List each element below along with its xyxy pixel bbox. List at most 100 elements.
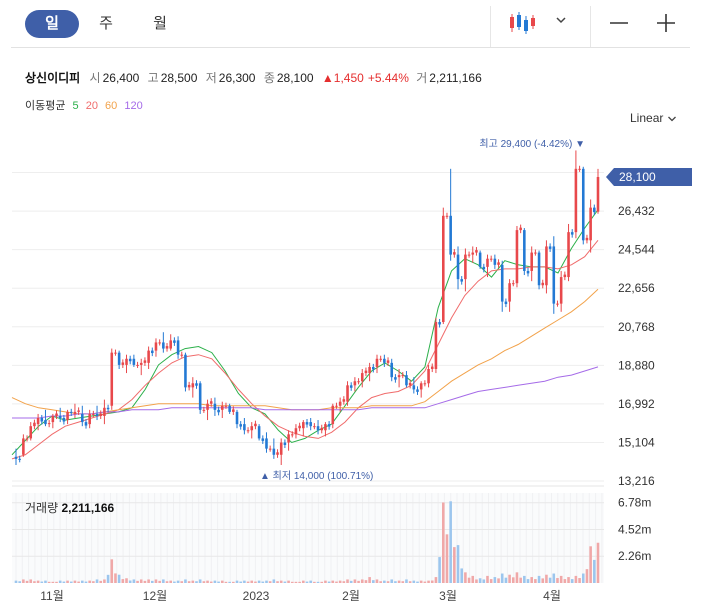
volume-bar xyxy=(338,580,342,583)
candle-body xyxy=(250,426,254,431)
tab-weekly[interactable]: 주 xyxy=(99,15,113,32)
ma-120-label[interactable]: 120 xyxy=(124,100,143,112)
candle-body xyxy=(224,405,228,407)
ma-20-label[interactable]: 20 xyxy=(85,100,98,112)
candle-body xyxy=(117,352,121,365)
current-price-label: 28,100 xyxy=(619,170,656,184)
volume-bar xyxy=(228,581,231,583)
volume-bar xyxy=(47,581,51,583)
candle-body xyxy=(110,352,114,406)
candlestick-chart-icon[interactable] xyxy=(508,11,536,35)
x-axis-label: 4월 xyxy=(543,589,561,603)
candle-body xyxy=(534,252,537,254)
candle-body xyxy=(372,366,375,370)
volume-bar xyxy=(33,581,36,583)
volume-bar xyxy=(383,580,386,583)
volume-bar xyxy=(165,581,169,583)
candle-body xyxy=(33,422,36,427)
low-label: 저 xyxy=(205,71,217,85)
volume-bar xyxy=(408,581,412,583)
x-axis-label: 2023 xyxy=(243,589,270,603)
candle-body xyxy=(283,442,287,445)
candle-body xyxy=(316,426,320,431)
zoom-out-icon[interactable] xyxy=(608,12,630,34)
candle-body xyxy=(548,246,552,249)
ma-60-label[interactable]: 60 xyxy=(105,100,118,112)
volume-bar xyxy=(401,581,405,583)
candle-body xyxy=(589,207,592,241)
candle-body xyxy=(585,237,589,241)
candle-body xyxy=(213,403,217,410)
candle-body xyxy=(467,254,471,256)
candle-body xyxy=(276,452,279,455)
volume-bar xyxy=(55,581,58,583)
volume-bar xyxy=(353,579,357,583)
candle-body xyxy=(567,232,570,278)
volume-bar xyxy=(62,581,66,583)
open-label: 시 xyxy=(89,71,101,85)
chevron-down-icon[interactable] xyxy=(554,13,568,27)
candle-body xyxy=(103,407,106,416)
candle-body xyxy=(62,418,66,422)
candle-body xyxy=(243,424,246,431)
candle-body xyxy=(298,425,301,429)
volume-bar xyxy=(180,581,184,583)
ma5-line xyxy=(11,209,599,456)
volume-bar xyxy=(154,579,158,583)
candle-body xyxy=(25,438,29,440)
price-tick-label: 28,320 xyxy=(618,166,655,180)
volume-bar xyxy=(471,575,475,583)
volume-bar xyxy=(169,580,172,583)
candle-body xyxy=(449,215,452,255)
ma-5-label[interactable]: 5 xyxy=(72,100,79,112)
volume-bar xyxy=(143,580,147,583)
volume-bar xyxy=(128,580,132,583)
zoom-in-icon[interactable] xyxy=(655,12,677,34)
volume-bar xyxy=(313,581,316,583)
candle-body xyxy=(478,252,482,267)
ma60-line xyxy=(11,288,599,415)
candle-body xyxy=(419,383,423,390)
volume-bar xyxy=(81,580,84,583)
volume-bar xyxy=(574,575,578,583)
candle-body xyxy=(47,423,51,425)
volume-bar xyxy=(198,579,202,583)
volume-bar xyxy=(324,580,327,583)
candle-body xyxy=(489,258,493,260)
candle-body xyxy=(261,438,265,441)
candle-body xyxy=(228,405,231,412)
volume-bar xyxy=(287,580,290,583)
volume-bar xyxy=(302,580,305,583)
volume-bar xyxy=(73,580,77,583)
candle-body xyxy=(176,340,180,355)
candle-body xyxy=(206,403,209,410)
candle-body xyxy=(578,168,581,170)
candle-body xyxy=(239,424,242,427)
candle-body xyxy=(106,407,110,410)
price-tick-label: 15,104 xyxy=(618,435,655,449)
candle-body xyxy=(379,358,382,360)
price-tick-label: 26,432 xyxy=(618,204,655,218)
candle-body xyxy=(254,423,257,427)
candle-body xyxy=(143,360,147,363)
chevron-down-icon xyxy=(668,116,677,122)
candle-body xyxy=(442,215,445,323)
volume-bar xyxy=(217,581,220,583)
candle-body xyxy=(151,350,154,354)
volume-bar xyxy=(335,581,338,583)
candle-body xyxy=(327,424,331,427)
candle-body xyxy=(187,384,191,388)
candle-body xyxy=(342,399,346,402)
volume-bar xyxy=(162,579,165,583)
tab-monthly[interactable]: 월 xyxy=(153,15,167,32)
candle-body xyxy=(169,340,172,349)
candle-body xyxy=(84,422,88,426)
candle-body xyxy=(195,383,198,386)
candle-body xyxy=(202,409,206,411)
volume-bar xyxy=(51,581,55,583)
tab-daily[interactable]: 일 xyxy=(25,10,79,38)
candle-body xyxy=(464,254,467,280)
scale-mode-selector[interactable]: Linear xyxy=(630,111,677,125)
candle-body xyxy=(386,360,390,363)
volume-bar xyxy=(578,578,581,583)
